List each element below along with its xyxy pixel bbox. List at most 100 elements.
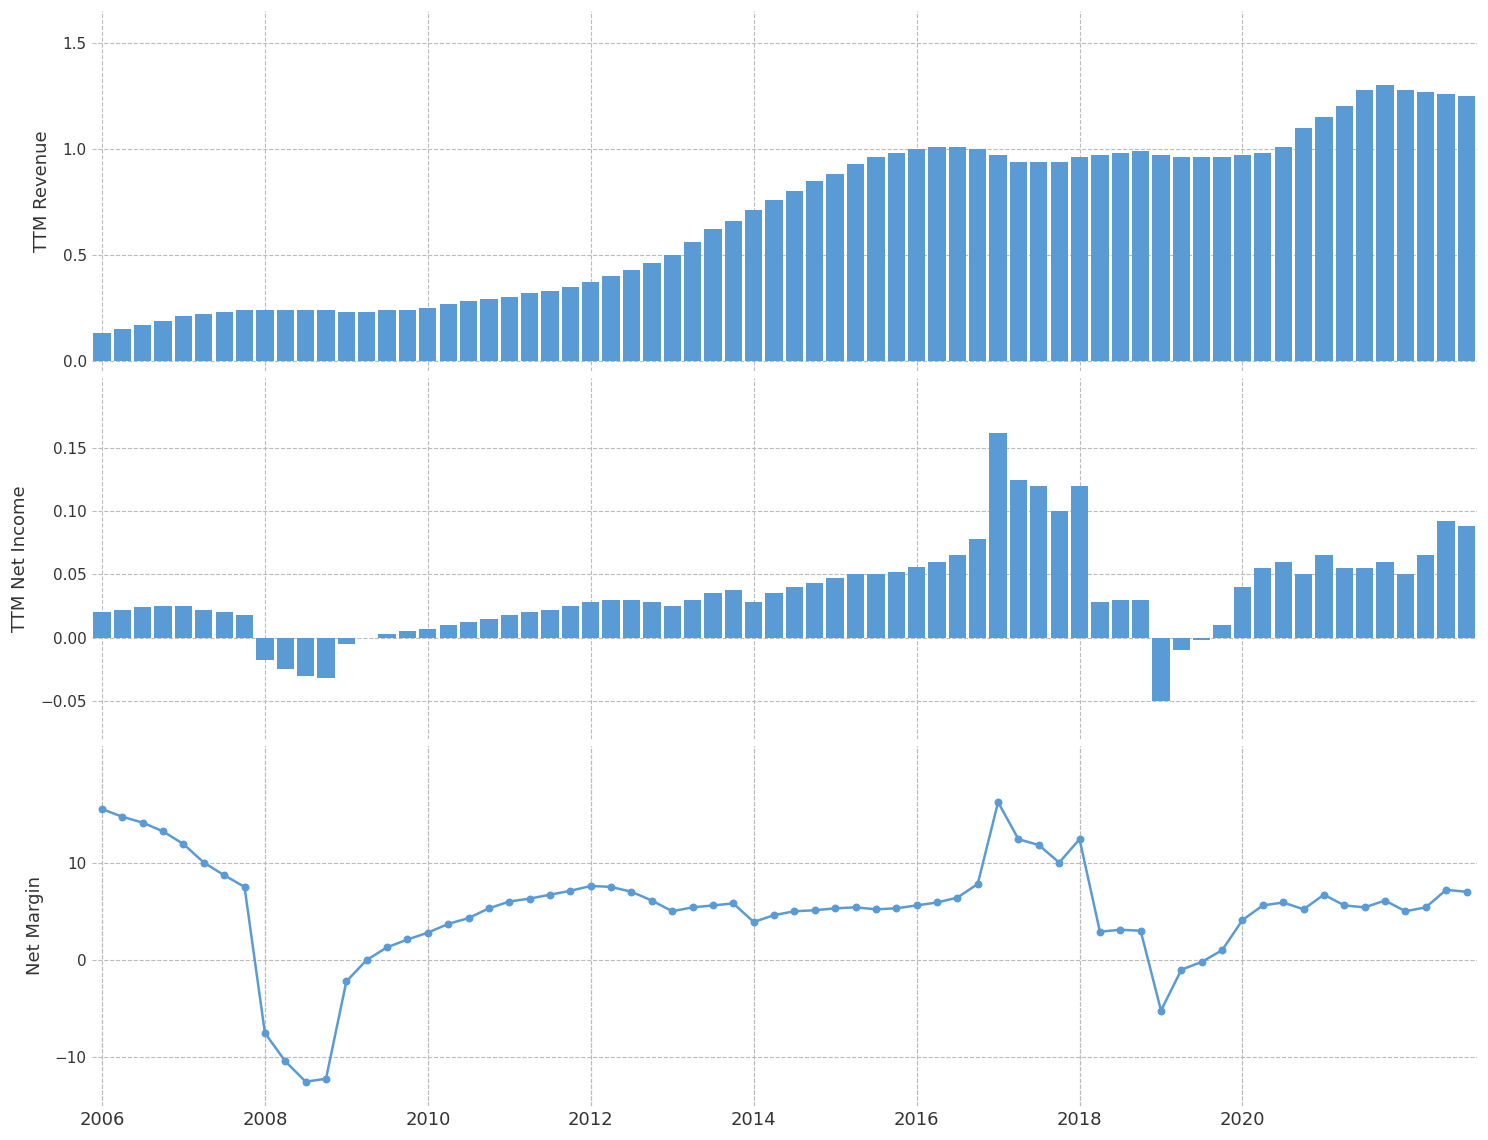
Bar (1112, 153, 1129, 361)
Bar (155, 606, 171, 637)
Bar (94, 333, 110, 361)
Bar (969, 539, 987, 637)
Bar (113, 329, 131, 361)
Bar (460, 622, 478, 637)
Point (1434, 881, 1458, 899)
Bar (542, 291, 558, 361)
Bar (643, 263, 661, 361)
Point (152, 822, 176, 840)
Bar (317, 637, 335, 678)
Bar (806, 180, 823, 361)
Bar (929, 562, 946, 637)
Point (539, 886, 562, 904)
Bar (786, 192, 804, 361)
Point (131, 814, 155, 832)
Point (1271, 894, 1295, 912)
Bar (237, 614, 253, 637)
Bar (1234, 155, 1251, 361)
Bar (1193, 157, 1210, 361)
Point (91, 800, 115, 819)
Point (762, 906, 786, 925)
Bar (378, 634, 396, 637)
Bar (786, 587, 804, 637)
Bar (684, 600, 701, 637)
Bar (1173, 157, 1190, 361)
Bar (460, 301, 478, 361)
Point (335, 972, 359, 991)
Bar (1051, 162, 1068, 361)
Bar (643, 602, 661, 637)
Bar (1417, 91, 1434, 361)
Point (680, 898, 704, 917)
Point (1251, 896, 1275, 914)
Point (1332, 896, 1356, 914)
Bar (216, 312, 232, 361)
Bar (1295, 575, 1312, 637)
Bar (603, 276, 620, 361)
Bar (1010, 162, 1027, 361)
Bar (1458, 96, 1475, 361)
Point (110, 807, 134, 825)
Point (478, 899, 501, 918)
Point (497, 893, 521, 911)
Bar (174, 316, 192, 361)
Point (1373, 891, 1397, 910)
Point (1190, 953, 1214, 971)
Bar (521, 612, 539, 637)
Bar (745, 602, 762, 637)
Bar (623, 600, 640, 637)
Point (213, 866, 237, 885)
Bar (338, 312, 356, 361)
Bar (1254, 153, 1272, 361)
Point (884, 899, 908, 918)
Bar (439, 625, 457, 637)
Point (1088, 922, 1112, 940)
Bar (908, 567, 926, 637)
Bar (1275, 147, 1292, 361)
Bar (1152, 637, 1170, 701)
Bar (481, 619, 497, 637)
Bar (113, 610, 131, 637)
Bar (765, 200, 783, 361)
Bar (542, 610, 558, 637)
Bar (1336, 106, 1353, 361)
Bar (256, 310, 274, 361)
Bar (1315, 117, 1333, 361)
Point (314, 1069, 338, 1088)
Point (253, 1024, 277, 1042)
Bar (949, 147, 966, 361)
Point (1109, 921, 1132, 939)
Bar (1152, 155, 1170, 361)
Bar (704, 229, 722, 361)
Bar (745, 211, 762, 361)
Point (865, 901, 888, 919)
Point (743, 913, 766, 931)
Bar (1254, 568, 1272, 637)
Bar (1295, 128, 1312, 361)
Bar (277, 310, 295, 361)
Bar (277, 637, 295, 669)
Point (417, 923, 440, 942)
Bar (439, 303, 457, 361)
Bar (1234, 587, 1251, 637)
Point (375, 938, 399, 956)
Point (579, 877, 603, 895)
Bar (806, 584, 823, 637)
Bar (298, 310, 314, 361)
Bar (868, 157, 884, 361)
Point (945, 888, 969, 906)
Point (1027, 836, 1051, 854)
Bar (1458, 527, 1475, 637)
Bar (500, 298, 518, 361)
Bar (94, 612, 110, 637)
Bar (1071, 486, 1088, 637)
Bar (725, 221, 743, 361)
Point (844, 898, 868, 917)
Point (701, 896, 725, 914)
Bar (908, 149, 926, 361)
Bar (1132, 600, 1149, 637)
Bar (1376, 86, 1394, 361)
Bar (664, 606, 682, 637)
Bar (562, 606, 579, 637)
Bar (317, 310, 335, 361)
